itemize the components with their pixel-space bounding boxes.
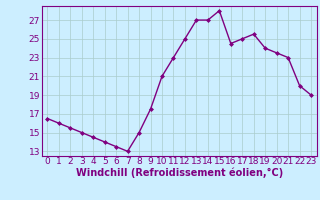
X-axis label: Windchill (Refroidissement éolien,°C): Windchill (Refroidissement éolien,°C) [76, 168, 283, 178]
